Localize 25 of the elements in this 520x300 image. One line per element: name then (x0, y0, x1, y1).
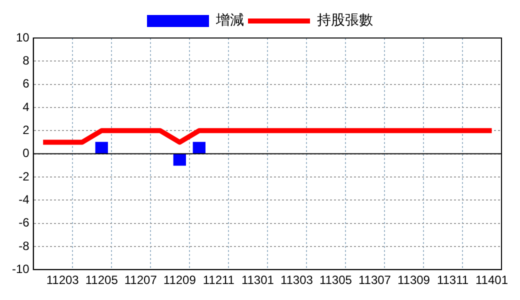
x-tick-label: 11203 (46, 273, 80, 288)
x-tick-label: 11307 (358, 273, 392, 288)
y-tick-label: -10 (12, 262, 30, 276)
x-tick-label: 11311 (436, 273, 469, 288)
y-tick-label: 10 (16, 30, 30, 44)
y-tick-label: -4 (18, 192, 30, 206)
y-tick-label: 0 (22, 146, 30, 160)
legend-label: 增減 (215, 12, 244, 29)
y-tick-label: 4 (22, 100, 30, 114)
legend-label: 持股張數 (317, 12, 373, 29)
x-tick-label: 11207 (124, 273, 158, 288)
x-tick-label: 11401 (476, 273, 508, 288)
y-tick-label: -2 (18, 169, 30, 184)
x-tick-label: 11303 (280, 273, 314, 288)
y-tick-label: -8 (18, 238, 30, 253)
x-tick-label: 11301 (241, 273, 274, 288)
x-tick-label: 11209 (163, 273, 196, 288)
x-tick-label: 11211 (202, 273, 235, 288)
y-tick-label: 6 (22, 76, 30, 91)
x-tick-label: 11305 (319, 273, 352, 288)
y-tick-label: -6 (18, 216, 30, 230)
y-tick-label: 8 (22, 53, 30, 68)
y-tick-label: 2 (22, 122, 30, 137)
x-tick-label: 11205 (85, 273, 118, 288)
x-tick-label: 11309 (397, 273, 430, 288)
